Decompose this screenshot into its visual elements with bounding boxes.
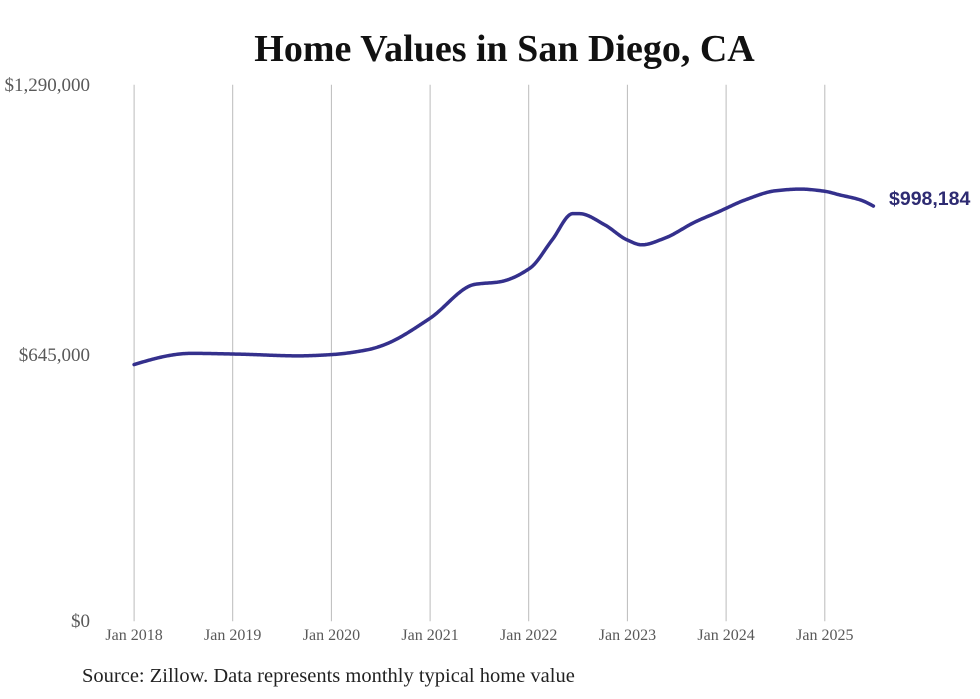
svg-text:$645,000: $645,000 <box>19 345 90 366</box>
svg-text:$1,290,000: $1,290,000 <box>5 75 91 96</box>
svg-text:$0: $0 <box>71 611 90 632</box>
svg-text:Jan 2020: Jan 2020 <box>303 627 360 644</box>
svg-text:Jan 2023: Jan 2023 <box>599 627 656 644</box>
svg-text:Jan 2024: Jan 2024 <box>697 627 754 644</box>
svg-text:Jan 2022: Jan 2022 <box>500 627 557 644</box>
svg-text:Jan 2025: Jan 2025 <box>796 627 853 644</box>
svg-text:Jan 2021: Jan 2021 <box>401 627 458 644</box>
svg-text:$998,184: $998,184 <box>889 188 970 210</box>
svg-text:Jan 2019: Jan 2019 <box>204 627 261 644</box>
svg-text:Jan 2018: Jan 2018 <box>105 627 162 644</box>
